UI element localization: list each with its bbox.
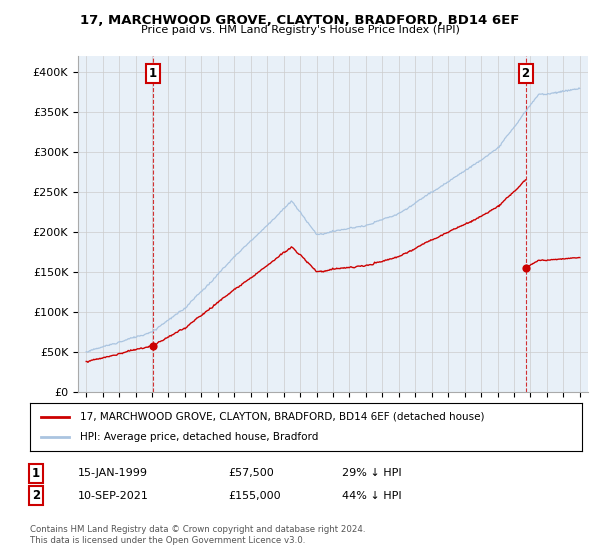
Text: £57,500: £57,500 bbox=[228, 468, 274, 478]
Text: 10-SEP-2021: 10-SEP-2021 bbox=[78, 491, 149, 501]
Text: 17, MARCHWOOD GROVE, CLAYTON, BRADFORD, BD14 6EF: 17, MARCHWOOD GROVE, CLAYTON, BRADFORD, … bbox=[80, 14, 520, 27]
Text: 2: 2 bbox=[32, 489, 40, 502]
Text: Contains HM Land Registry data © Crown copyright and database right 2024.
This d: Contains HM Land Registry data © Crown c… bbox=[30, 525, 365, 545]
Text: 44% ↓ HPI: 44% ↓ HPI bbox=[342, 491, 401, 501]
Text: 2: 2 bbox=[521, 67, 530, 80]
Text: Price paid vs. HM Land Registry's House Price Index (HPI): Price paid vs. HM Land Registry's House … bbox=[140, 25, 460, 35]
Text: £155,000: £155,000 bbox=[228, 491, 281, 501]
Text: 1: 1 bbox=[32, 466, 40, 480]
Point bbox=[521, 264, 530, 273]
Text: 1: 1 bbox=[149, 67, 157, 80]
Text: 17, MARCHWOOD GROVE, CLAYTON, BRADFORD, BD14 6EF (detached house): 17, MARCHWOOD GROVE, CLAYTON, BRADFORD, … bbox=[80, 412, 484, 422]
Text: 29% ↓ HPI: 29% ↓ HPI bbox=[342, 468, 401, 478]
Point bbox=[148, 342, 157, 351]
Text: HPI: Average price, detached house, Bradford: HPI: Average price, detached house, Brad… bbox=[80, 432, 318, 442]
Text: 15-JAN-1999: 15-JAN-1999 bbox=[78, 468, 148, 478]
